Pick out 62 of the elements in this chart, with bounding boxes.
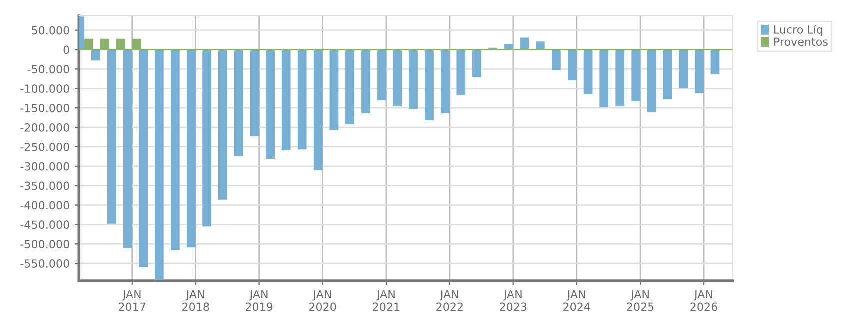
y-tick-label: -250.000 bbox=[20, 142, 70, 152]
legend-label: Proventos bbox=[774, 38, 828, 46]
y-tick-label: -350.000 bbox=[20, 182, 70, 190]
bar bbox=[456, 50, 466, 96]
bar bbox=[250, 50, 260, 136]
bar bbox=[520, 38, 530, 50]
bar bbox=[552, 50, 561, 70]
x-tick-label: JAN 2024 bbox=[564, 290, 590, 312]
bar bbox=[378, 50, 386, 100]
bar bbox=[170, 50, 180, 250]
bar bbox=[647, 50, 656, 112]
bar bbox=[409, 50, 418, 110]
bar bbox=[616, 50, 625, 107]
bar bbox=[139, 50, 148, 268]
bar bbox=[632, 50, 641, 102]
bar bbox=[393, 50, 402, 107]
bar bbox=[425, 50, 434, 121]
bar bbox=[123, 50, 132, 248]
x-tick-label: JAN 2021 bbox=[373, 290, 400, 312]
x-tick-label: JAN 2020 bbox=[309, 290, 336, 312]
x-tick-label: JAN 2023 bbox=[500, 290, 527, 312]
bar bbox=[362, 50, 370, 114]
y-tick-label: -150.000 bbox=[20, 104, 70, 112]
y-tick-label: -400.000 bbox=[20, 201, 70, 210]
bar bbox=[202, 50, 212, 227]
bar bbox=[441, 50, 450, 114]
legend-label: Lucro Líq bbox=[774, 24, 823, 36]
bar bbox=[154, 50, 164, 280]
y-tick-label: -500.000 bbox=[20, 240, 70, 249]
bar bbox=[584, 50, 593, 94]
bar bbox=[218, 50, 228, 200]
x-tick-label: JAN 2017 bbox=[119, 290, 146, 312]
bar bbox=[330, 50, 339, 130]
y-tick-label: 0 bbox=[64, 46, 70, 54]
bar bbox=[695, 50, 704, 94]
bar bbox=[282, 50, 291, 150]
bar bbox=[91, 50, 100, 61]
bar bbox=[679, 50, 688, 88]
y-tick-label: -550.000 bbox=[20, 260, 70, 268]
bar bbox=[600, 50, 609, 108]
bar bbox=[314, 50, 323, 170]
x-tick-label: JAN 2019 bbox=[246, 290, 273, 312]
bar bbox=[710, 50, 720, 74]
bar bbox=[472, 50, 482, 78]
x-tick-label: JAN 2025 bbox=[627, 290, 654, 312]
x-tick-label: JAN 2026 bbox=[690, 290, 718, 312]
x-tick-label: JAN 2022 bbox=[436, 290, 463, 312]
y-tick-label: -200.000 bbox=[20, 124, 70, 132]
bar bbox=[107, 50, 116, 224]
y-tick-label: -450.000 bbox=[20, 220, 70, 230]
bar bbox=[663, 50, 672, 100]
y-tick-label: -100.000 bbox=[20, 84, 70, 94]
bar bbox=[234, 50, 244, 156]
y-tick-label: 50.000 bbox=[32, 26, 70, 35]
bar bbox=[186, 50, 196, 248]
bar bbox=[568, 50, 577, 80]
y-tick-label: -50.000 bbox=[28, 65, 70, 74]
bar bbox=[346, 50, 354, 124]
y-tick-label: -300.000 bbox=[20, 162, 70, 171]
bar bbox=[266, 50, 275, 160]
bar bbox=[298, 50, 307, 150]
x-tick-label: JAN 2018 bbox=[182, 290, 210, 312]
